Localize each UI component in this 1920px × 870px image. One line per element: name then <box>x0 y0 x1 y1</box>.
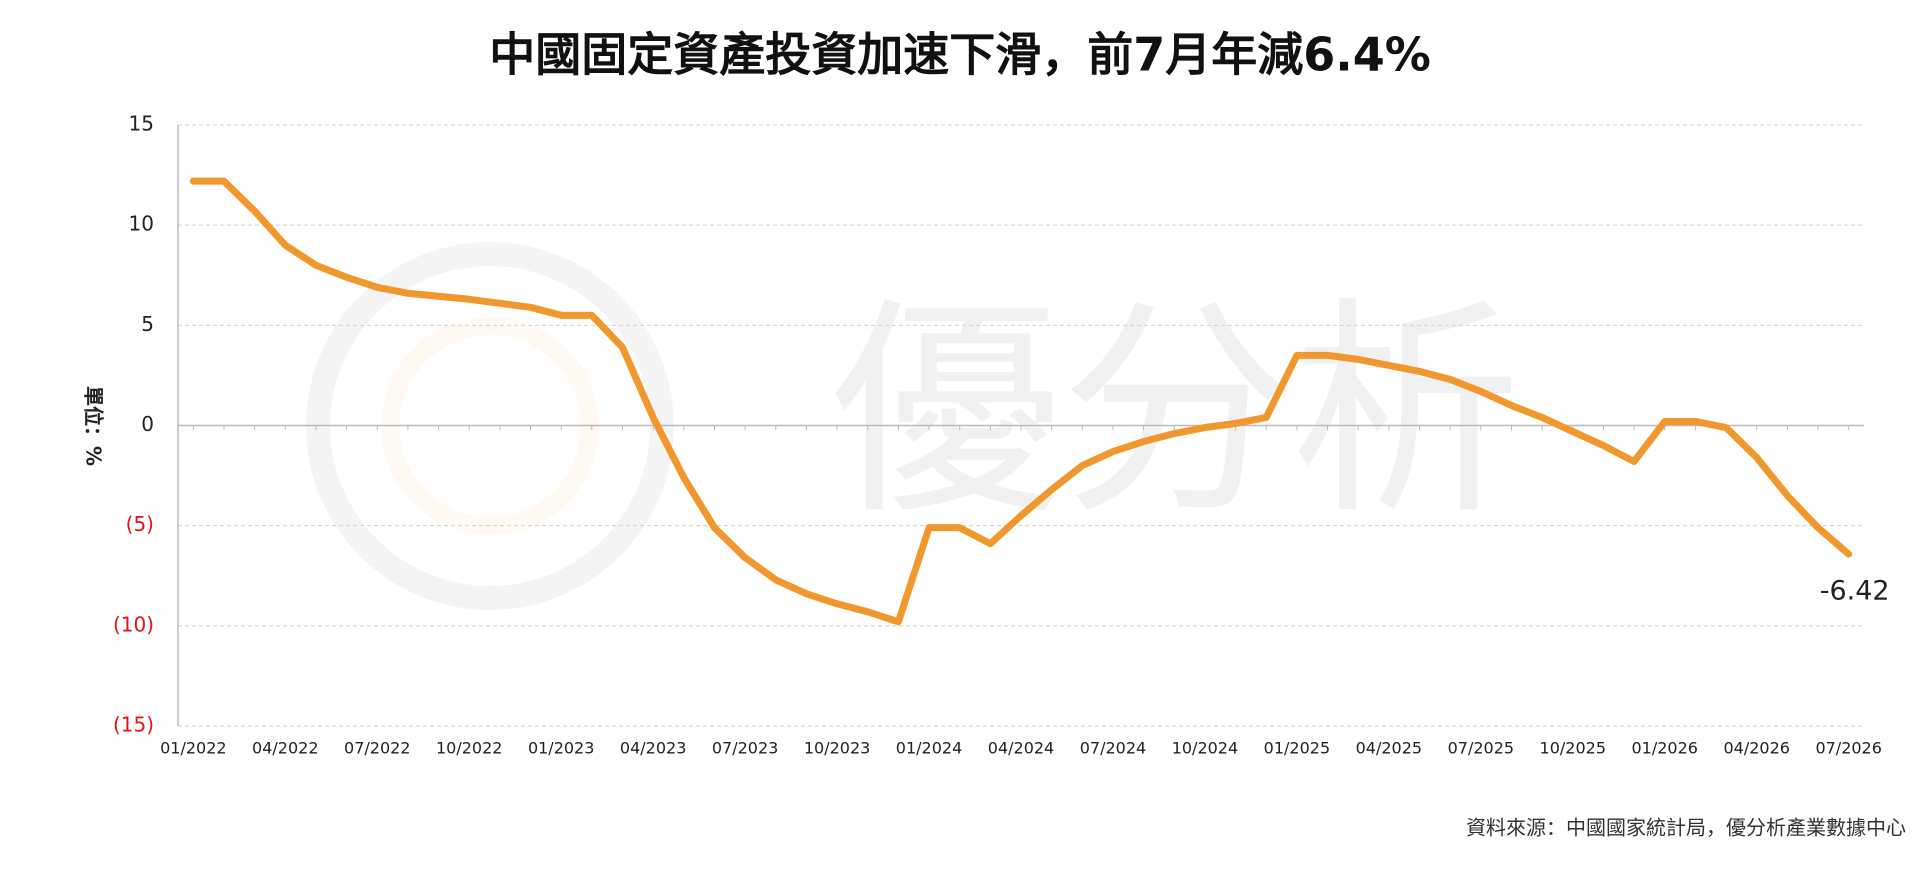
watermark-text: 優分析 <box>831 279 1521 546</box>
x-tick-label: 04/2023 <box>620 739 686 758</box>
x-tick-label: 01/2025 <box>1264 739 1330 758</box>
x-tick-label: 07/2022 <box>344 739 410 758</box>
x-tick-label: 04/2022 <box>252 739 318 758</box>
y-tick-label: 15 <box>129 112 154 136</box>
source-note: 資料來源：中國國家統計局，優分析產業數據中心 <box>1466 816 1906 840</box>
y-tick-label: 5 <box>141 312 154 336</box>
y-tick-label: 10 <box>129 212 154 236</box>
x-tick-label: 01/2024 <box>896 739 962 758</box>
chart-title: 中國固定資產投資加速下滑，前7月年減6.4% <box>489 28 1431 82</box>
x-tick-label: 04/2024 <box>988 739 1054 758</box>
end-value-label: -6.42 <box>1820 576 1890 607</box>
x-tick-label: 04/2026 <box>1723 739 1789 758</box>
y-tick-label: (5) <box>126 512 154 536</box>
y-axis-label: 單位：% <box>82 386 106 466</box>
x-tick-label: 10/2024 <box>1172 739 1238 758</box>
x-tick-label: 10/2022 <box>436 739 502 758</box>
y-tick-label: 0 <box>141 412 154 436</box>
y-tick-label: (10) <box>113 612 154 636</box>
x-tick-label: 07/2024 <box>1080 739 1146 758</box>
y-tick-label: (15) <box>113 713 154 737</box>
x-tick-label: 01/2026 <box>1632 739 1698 758</box>
data-line <box>189 177 1853 626</box>
x-tick-label: 07/2026 <box>1815 739 1881 758</box>
x-tick-label: 10/2023 <box>804 739 870 758</box>
x-tick-label: 07/2023 <box>712 739 778 758</box>
x-tick-label: 01/2022 <box>160 739 226 758</box>
x-tick-label: 07/2025 <box>1448 739 1514 758</box>
x-tick-label: 01/2023 <box>528 739 594 758</box>
x-tick-label: 10/2025 <box>1540 739 1606 758</box>
x-tick-label: 04/2025 <box>1356 739 1422 758</box>
